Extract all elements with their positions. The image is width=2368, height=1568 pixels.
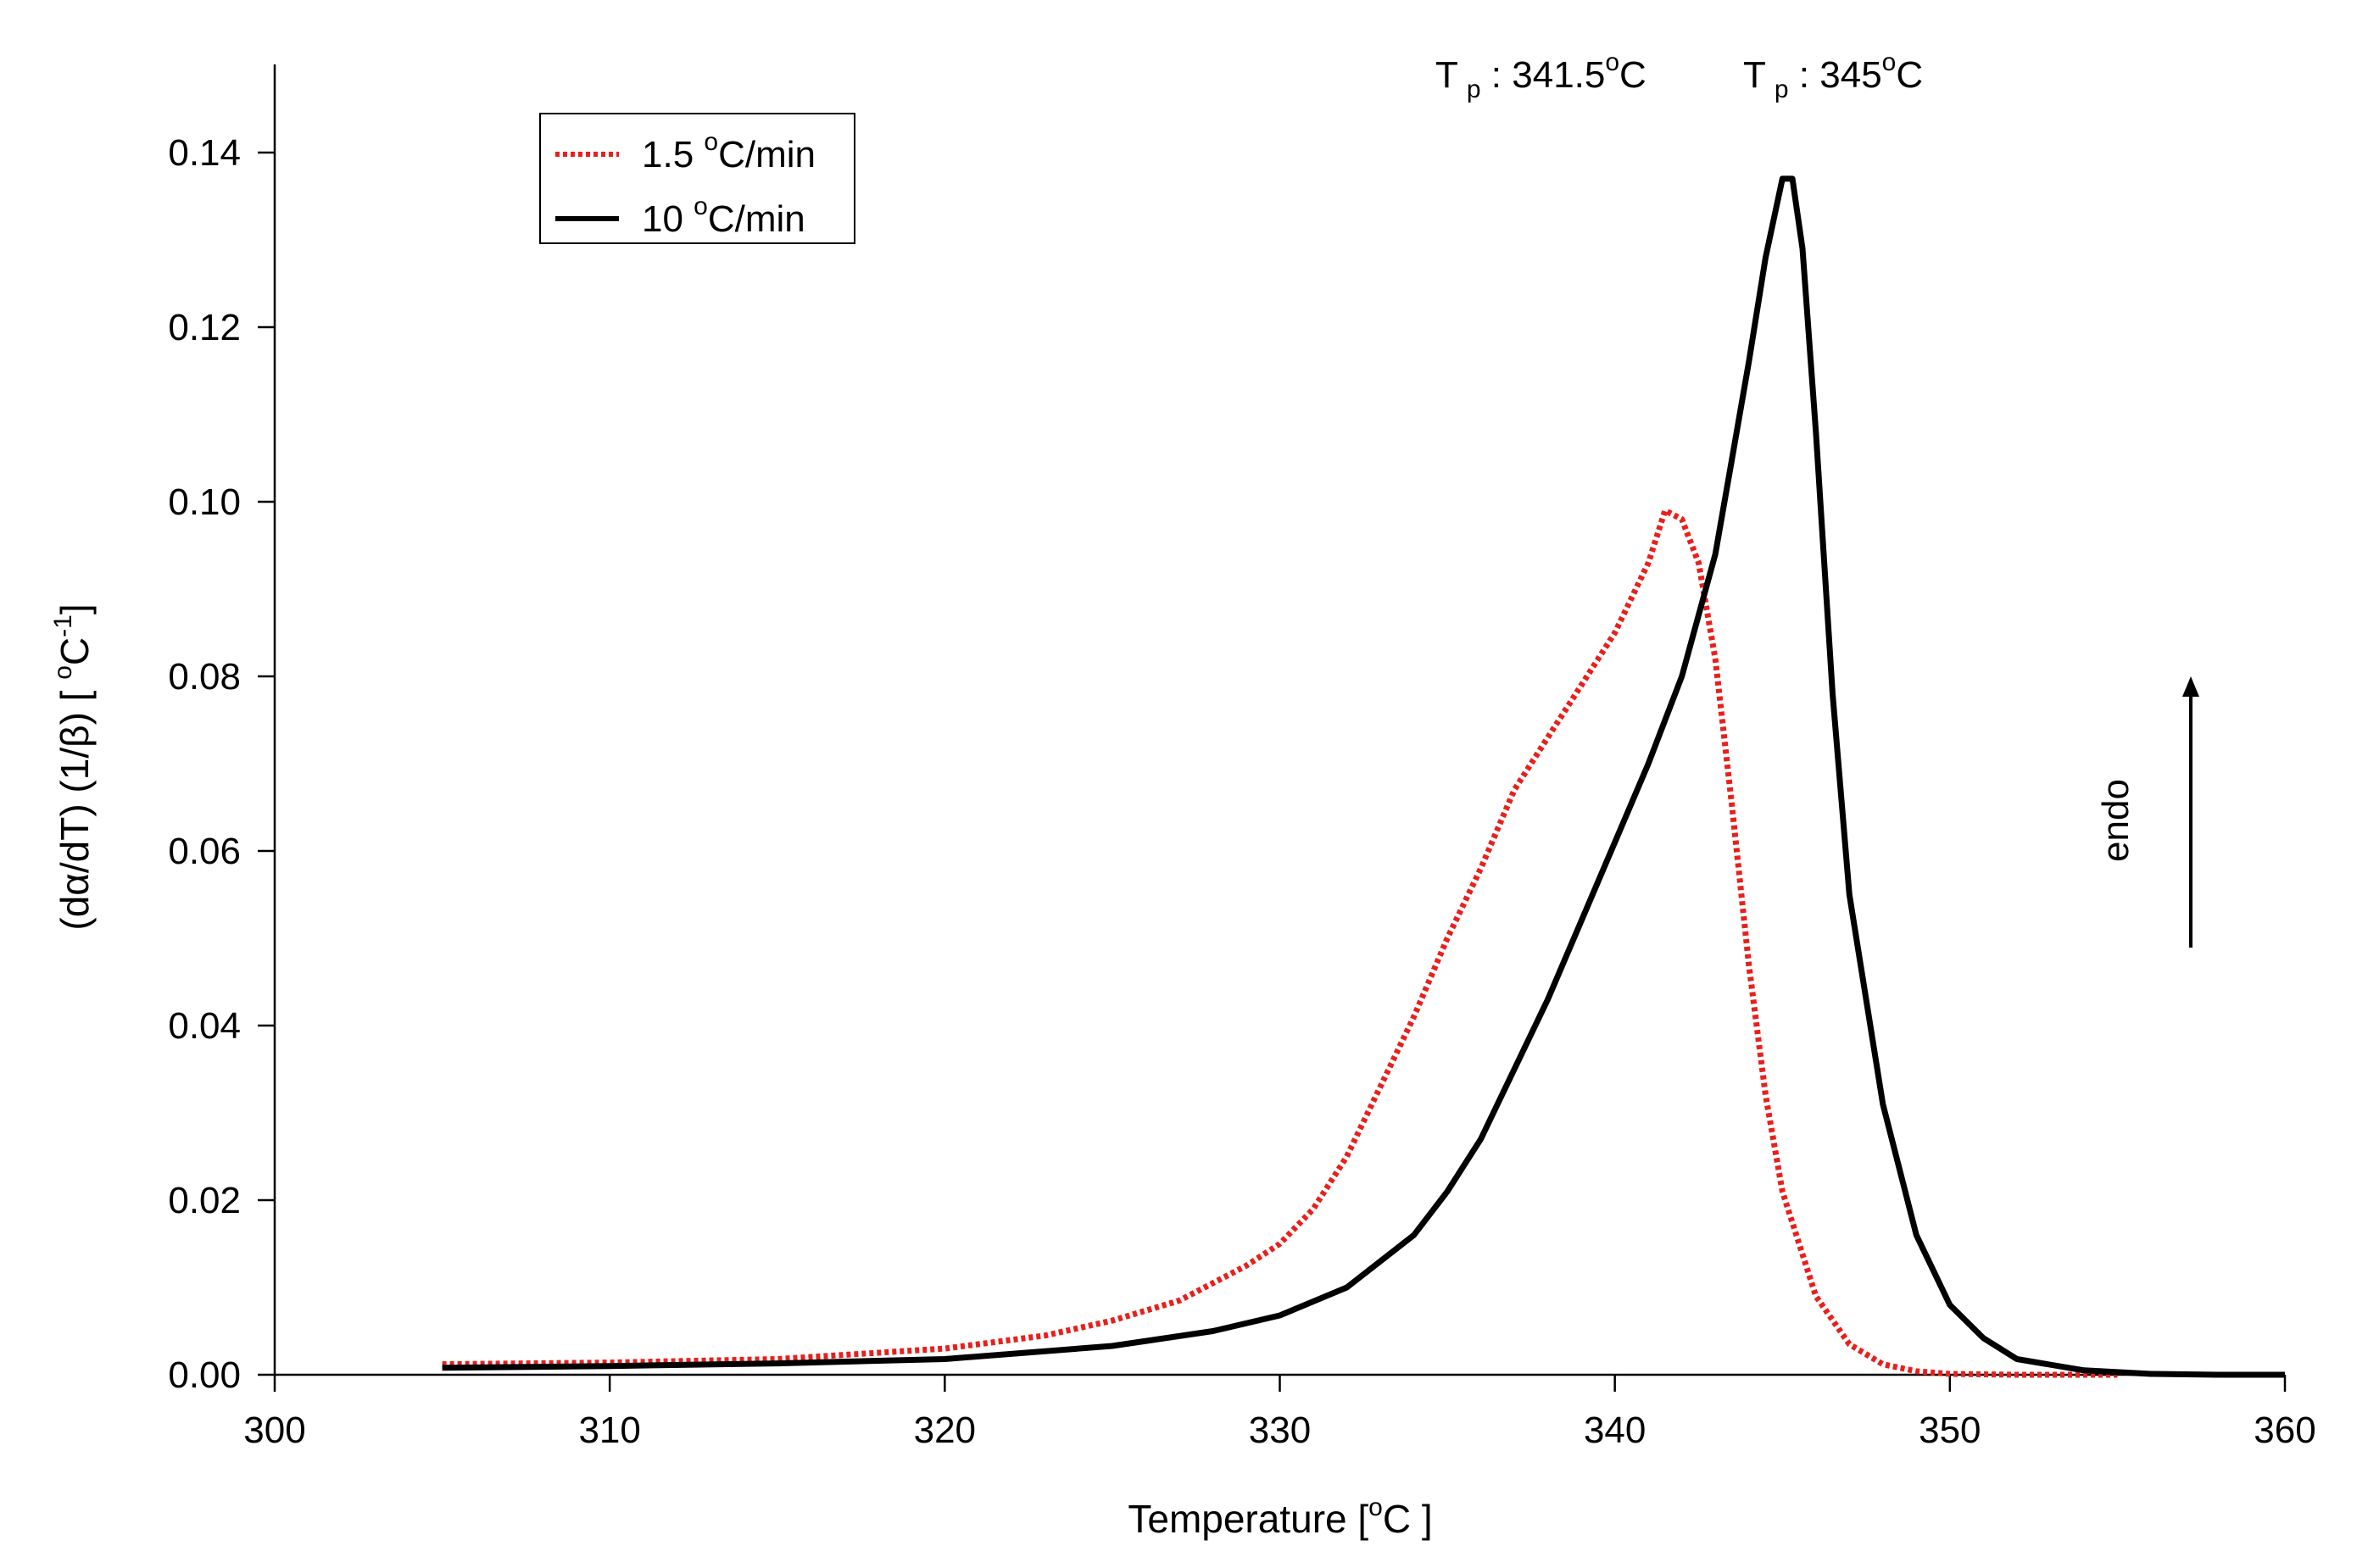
y-tick-label: 0.14 — [168, 132, 241, 174]
x-tick-label: 330 — [1249, 1410, 1311, 1451]
x-tick-label: 360 — [2254, 1410, 2315, 1451]
legend-label-1-5: 1.5 oC/min — [642, 128, 816, 175]
x-tick-label: 320 — [914, 1410, 976, 1451]
y-tick-label: 0.02 — [168, 1180, 241, 1221]
y-tick-label: 0.12 — [168, 307, 241, 348]
y-tick-label: 0.08 — [168, 656, 241, 698]
y-tick-label: 0.10 — [168, 481, 241, 523]
endo-arrow-head — [2182, 676, 2199, 697]
series-layer — [442, 175, 2285, 1378]
x-tick-label: 310 — [578, 1410, 640, 1451]
x-tick-label: 300 — [243, 1410, 305, 1451]
x-tick-label: 350 — [1919, 1410, 1981, 1451]
y-tick-label: 0.00 — [168, 1354, 241, 1396]
x-axis-label: Temperature [oC ] — [1128, 1493, 1432, 1541]
series-line-1-5 — [442, 507, 2118, 1378]
x-tick-label: 340 — [1584, 1410, 1646, 1451]
y-tick-label: 0.06 — [168, 831, 241, 872]
endo-label: endo — [2095, 779, 2137, 862]
y-ticks: 0.00 0.02 0.04 0.06 0.08 0.10 0.12 0.14 — [168, 132, 275, 1396]
legend-label-10: 10 oC/min — [642, 192, 805, 240]
legend-box — [539, 113, 855, 244]
series-line-10 — [442, 175, 2285, 1378]
legend: 1.5 oC/min 10 oC/min — [539, 113, 855, 244]
y-tick-label: 0.04 — [168, 1005, 241, 1047]
y-axis-label: (dα/dT) (1/β) [ oC-1] — [49, 603, 97, 930]
x-ticks: 300 310 320 330 340 350 360 — [243, 1375, 2316, 1451]
